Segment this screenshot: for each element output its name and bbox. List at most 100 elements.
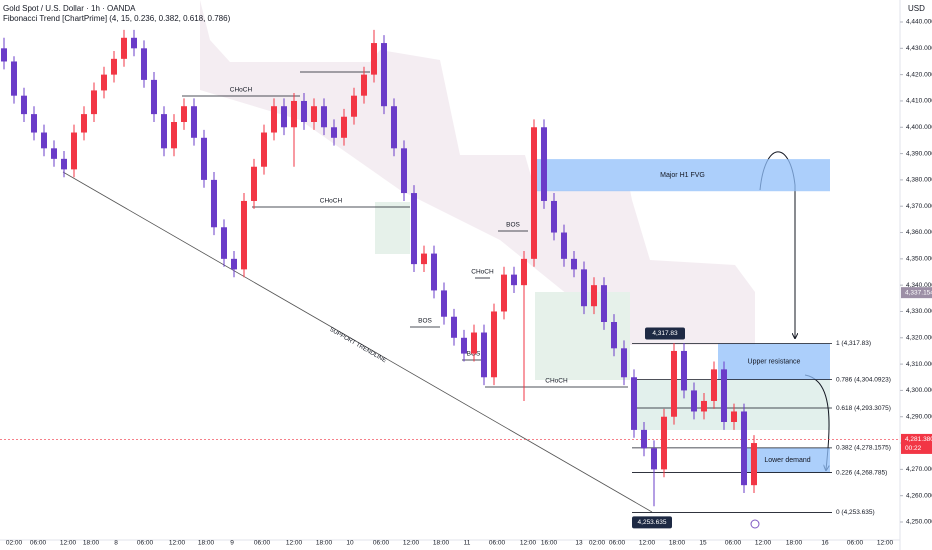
y-tick-label: 4,390.000 [906, 150, 932, 157]
candle-body [231, 258, 237, 270]
x-tick-label: 06:00 [847, 540, 864, 547]
annotation: BOS [418, 318, 432, 325]
zone [745, 447, 830, 473]
candle-body [151, 79, 157, 115]
annotation: BOS [506, 222, 520, 229]
candle-body [1, 48, 7, 62]
candle-body [751, 443, 757, 486]
candle-body [341, 116, 347, 138]
currency: USD [908, 4, 925, 13]
candle-body [481, 332, 487, 378]
axis-tag-label: 4,337.154 [905, 289, 932, 296]
y-tick-label: 4,410.000 [906, 98, 932, 105]
x-tick-label: 18:00 [433, 540, 450, 547]
x-tick-label: 12:00 [169, 540, 186, 547]
candle-body [221, 227, 227, 259]
x-tick-label: 12:00 [877, 540, 894, 547]
candle-body [191, 106, 197, 138]
candle-body [741, 411, 747, 486]
zone-label: Major H1 FVG [660, 172, 705, 179]
x-tick-label: 06:00 [30, 540, 47, 547]
x-tick-label: 12:00 [403, 540, 420, 547]
candle-body [371, 43, 377, 75]
candle-body [501, 274, 507, 312]
candle-body [661, 416, 667, 470]
x-tick-label: 10 [346, 540, 354, 547]
candle-body [161, 114, 167, 149]
x-tick-label: 12:00 [60, 540, 77, 547]
overlay [200, 0, 755, 345]
axis-tag-timer: 00:22 [905, 445, 922, 452]
candle-body [291, 100, 297, 128]
x-tick-label: 12:00 [639, 540, 656, 547]
x-tick-label: 18:00 [669, 540, 686, 547]
candle-body [451, 316, 457, 338]
annotation: CHoCH [230, 87, 253, 94]
candle-body [441, 290, 447, 317]
x-tick-label: 06:00 [609, 540, 626, 547]
candle-body [271, 106, 277, 133]
candle-body [521, 258, 527, 286]
candle-body [181, 106, 187, 122]
zone-label: Lower demand [764, 457, 810, 464]
candle-body [471, 332, 477, 354]
y-tick-label: 4,310.000 [906, 361, 932, 368]
candle-body [561, 232, 567, 259]
axis-tag [901, 287, 932, 299]
trendline [62, 171, 653, 513]
price-tag-label: 4,253.635 [638, 519, 667, 526]
x-tick-label: 02:00 [6, 540, 23, 547]
candle-body [281, 106, 287, 128]
candle-body [641, 429, 647, 449]
y-tick-label: 4,400.000 [906, 124, 932, 131]
candle-body [241, 200, 247, 270]
candle-body [401, 148, 407, 194]
candle-body [201, 137, 207, 180]
candle-body [691, 390, 697, 412]
fib-label: 0.618 (4,293.3075) [836, 405, 891, 412]
candle-body [31, 114, 37, 133]
candle-body [111, 58, 117, 75]
x-tick-label: 18:00 [316, 540, 333, 547]
x-tick-label: 16:00 [541, 540, 558, 547]
x-tick-label: 12:00 [755, 540, 772, 547]
candle-body [601, 285, 607, 322]
candle-body [101, 74, 107, 91]
candle-body [581, 269, 587, 307]
x-tick-label: 06:00 [254, 540, 271, 547]
candle-body [591, 285, 597, 307]
x-tick-label: 06:00 [373, 540, 390, 547]
candle-body [651, 448, 657, 470]
y-tick-label: 4,350.000 [906, 256, 932, 263]
y-tick-label: 4,340.000 [906, 282, 932, 289]
annotation: CHoCH [545, 378, 568, 385]
candle-body [321, 106, 327, 128]
candle-body [261, 132, 267, 167]
candle-body [81, 114, 87, 133]
candle-body [531, 127, 537, 259]
y-tick-label: 4,250.000 [906, 519, 932, 526]
fib-label: 0.226 (4,268.785) [836, 469, 887, 476]
x-tick-label: 13 [575, 540, 583, 547]
candle-body [331, 127, 337, 138]
candle-body [711, 369, 717, 401]
candle-body [211, 179, 217, 228]
candle-body [21, 95, 27, 115]
y-tick-label: 4,440.000 [906, 19, 932, 26]
y-tick-label: 4,370.000 [906, 203, 932, 210]
annotation: CHoCH [320, 198, 343, 205]
axis-tag [901, 433, 932, 454]
x-tick-label: 18:00 [786, 540, 803, 547]
y-tick-label: 4,320.000 [906, 335, 932, 342]
candle-body [171, 122, 177, 149]
x-tick-label: 06:00 [137, 540, 154, 547]
candle-body [431, 253, 437, 291]
x-tick-label: 12:00 [520, 540, 537, 547]
price-tag [645, 327, 685, 340]
zone-shade [375, 202, 410, 254]
candle-body [311, 106, 317, 122]
candle-body [621, 348, 627, 378]
x-tick-label: 16 [821, 540, 829, 547]
candle-body [701, 400, 707, 412]
